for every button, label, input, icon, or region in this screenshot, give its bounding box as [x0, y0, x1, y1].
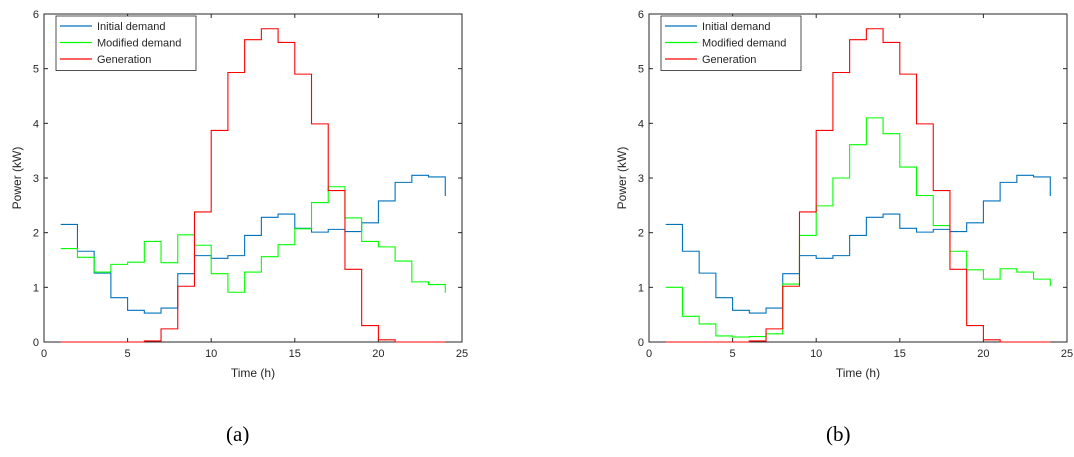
x-tick-label: 0 — [41, 348, 47, 360]
series-line-modified-demand — [665, 117, 1051, 338]
chart-panel-b: 0 5 10 15 20 25 0 1 2 3 4 5 6 Time (h) Power (kW) Initi… — [605, 0, 1074, 405]
series-line-initial-demand — [60, 174, 446, 314]
y-axis-label: Power (kW) — [615, 147, 629, 210]
x-tick-label: 5 — [125, 348, 131, 360]
legend-entry: Generation — [702, 54, 756, 66]
legend-entry: Modified demand — [702, 38, 786, 50]
y-tick-label: 2 — [33, 228, 39, 240]
x-tick-label: 0 — [646, 348, 652, 360]
legend-entry: Modified demand — [97, 38, 181, 50]
y-tick-label: 3 — [33, 173, 39, 185]
chart-b: 0 5 10 15 20 25 0 1 2 3 4 5 6 Time (h) Power (kW) Initi… — [615, 9, 1073, 380]
y-tick-label: 1 — [638, 282, 644, 294]
x-axis-label: Time (h) — [231, 366, 275, 380]
panel-caption-b: (b) — [826, 422, 851, 446]
series-line-generation — [665, 28, 1051, 343]
x-tick-label: 5 — [730, 348, 736, 360]
series-line-initial-demand — [665, 174, 1051, 314]
x-tick-label: 15 — [289, 348, 301, 360]
legend-entry: Initial demand — [702, 21, 771, 33]
legend-box — [660, 15, 802, 71]
panel-caption-a: (a) — [226, 422, 250, 446]
y-tick-label: 5 — [33, 64, 39, 76]
y-tick-label: 5 — [638, 64, 644, 76]
chart-a: 0 5 10 15 20 25 0 1 2 3 4 5 6 Time (h) Power (kW) Initi… — [10, 9, 468, 380]
x-tick-label: 20 — [372, 348, 384, 360]
x-tick-label: 15 — [894, 348, 906, 360]
series-line-generation — [60, 28, 446, 343]
chart-panel-a: 0 5 10 15 20 25 0 1 2 3 4 5 6 Time (h) Power (kW) Initi… — [0, 0, 470, 405]
y-tick-label: 1 — [33, 282, 39, 294]
x-tick-label: 25 — [456, 348, 468, 360]
y-axis-label: Power (kW) — [10, 147, 24, 210]
x-tick-label: 20 — [977, 348, 989, 360]
x-tick-label: 10 — [205, 348, 217, 360]
y-tick-label: 2 — [638, 228, 644, 240]
legend-entry: Initial demand — [97, 21, 166, 33]
y-tick-label: 0 — [33, 337, 39, 349]
y-tick-label: 4 — [638, 118, 644, 130]
y-tick-label: 0 — [638, 337, 644, 349]
x-tick-label: 10 — [810, 348, 822, 360]
x-tick-label: 25 — [1061, 348, 1073, 360]
y-tick-label: 6 — [638, 9, 644, 21]
y-tick-label: 6 — [33, 9, 39, 21]
x-axis-label: Time (h) — [836, 366, 880, 380]
legend-box — [55, 15, 197, 71]
y-tick-label: 3 — [638, 173, 644, 185]
legend-entry: Generation — [97, 54, 151, 66]
y-tick-label: 4 — [33, 118, 39, 130]
series-line-modified-demand — [60, 186, 446, 293]
